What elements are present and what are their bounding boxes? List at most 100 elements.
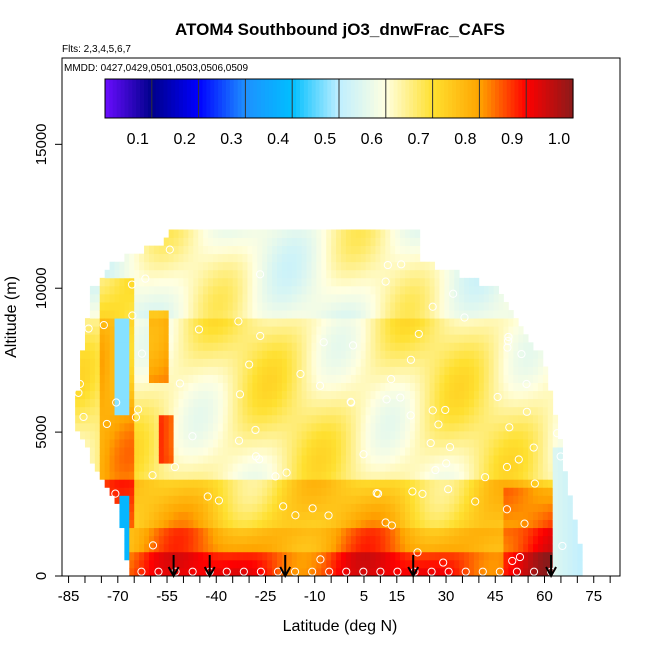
heatmap-cell bbox=[291, 358, 298, 367]
heatmap-cell bbox=[552, 455, 559, 464]
heatmap-cell bbox=[222, 479, 229, 488]
heatmap-cell bbox=[124, 374, 130, 384]
heatmap-cell bbox=[513, 487, 519, 496]
heatmap-cell bbox=[232, 229, 239, 238]
heatmap-cell bbox=[434, 406, 440, 416]
heatmap-cell bbox=[350, 559, 357, 569]
heatmap-cell bbox=[331, 285, 337, 295]
heatmap-cell bbox=[508, 350, 514, 359]
heatmap-cell bbox=[370, 277, 376, 287]
heatmap-cell bbox=[454, 527, 460, 537]
heatmap-cell bbox=[331, 350, 337, 359]
sample-point bbox=[256, 331, 265, 341]
heatmap-cell bbox=[222, 302, 229, 311]
heatmap-cell bbox=[109, 293, 115, 303]
heatmap-cell bbox=[326, 487, 332, 496]
heatmap-cell bbox=[301, 535, 307, 545]
heatmap-cell bbox=[321, 511, 327, 520]
colorbar-cell bbox=[229, 79, 235, 118]
heatmap-cell bbox=[469, 310, 475, 319]
heatmap-cell bbox=[405, 559, 411, 569]
heatmap-cell bbox=[188, 253, 194, 263]
heatmap-cell bbox=[267, 229, 273, 238]
heatmap-cell bbox=[262, 430, 268, 440]
heatmap-cell bbox=[542, 366, 549, 375]
x-tick-label: -85 bbox=[58, 588, 80, 605]
heatmap-cell bbox=[409, 229, 416, 238]
heatmap-cell bbox=[296, 463, 303, 472]
heatmap-cell bbox=[212, 382, 219, 392]
heatmap-cell bbox=[168, 503, 174, 512]
heatmap-cell bbox=[242, 406, 248, 416]
heatmap-cell bbox=[104, 398, 110, 408]
heatmap-cell bbox=[360, 261, 367, 271]
heatmap-cell bbox=[227, 326, 234, 335]
heatmap-cell bbox=[336, 229, 342, 238]
heatmap-cell bbox=[286, 302, 293, 311]
heatmap-cell bbox=[129, 310, 135, 319]
heatmap-cell bbox=[242, 414, 248, 424]
heatmap-cell bbox=[459, 463, 465, 472]
heatmap-cell bbox=[542, 382, 549, 392]
heatmap-cell bbox=[311, 374, 317, 384]
heatmap-cell bbox=[483, 511, 490, 520]
heatmap-cell bbox=[183, 390, 189, 400]
heatmap-cell bbox=[203, 551, 209, 561]
heatmap-cell bbox=[296, 269, 303, 279]
heatmap-cell bbox=[183, 253, 189, 263]
heatmap-cell bbox=[341, 463, 347, 472]
heatmap-cell bbox=[129, 285, 135, 295]
heatmap-cell bbox=[385, 527, 391, 537]
heatmap-cell bbox=[119, 519, 125, 529]
heatmap-cell bbox=[483, 293, 490, 303]
heatmap-cell bbox=[262, 527, 268, 537]
heatmap-cell bbox=[203, 382, 209, 392]
heatmap-cell bbox=[537, 463, 544, 472]
heatmap-cell bbox=[390, 535, 396, 545]
heatmap-cell bbox=[296, 390, 303, 400]
heatmap-cell bbox=[429, 422, 435, 432]
heatmap-cell bbox=[276, 455, 283, 464]
heatmap-cell bbox=[153, 293, 160, 303]
heatmap-cell bbox=[144, 302, 150, 311]
heatmap-cell bbox=[562, 535, 568, 545]
heatmap-cell bbox=[163, 318, 170, 327]
heatmap-cell bbox=[459, 334, 465, 343]
heatmap-cell bbox=[168, 414, 174, 424]
heatmap-cell bbox=[326, 447, 332, 456]
heatmap-cell bbox=[212, 390, 219, 400]
colorbar-cell bbox=[218, 79, 223, 118]
heatmap-cell bbox=[360, 414, 367, 424]
heatmap-cell bbox=[360, 350, 367, 359]
heatmap-cell bbox=[547, 439, 554, 448]
heatmap-cell bbox=[198, 487, 204, 496]
heatmap-cell bbox=[493, 350, 499, 359]
heatmap-cell bbox=[267, 237, 273, 247]
heatmap-cell bbox=[276, 382, 283, 392]
heatmap-cell bbox=[153, 277, 160, 287]
heatmap-cell bbox=[158, 390, 165, 400]
heatmap-cell bbox=[203, 277, 209, 287]
heatmap-cell bbox=[252, 511, 258, 520]
heatmap-cell bbox=[419, 511, 426, 520]
heatmap-cell bbox=[144, 567, 150, 576]
colorbar-cell bbox=[444, 79, 449, 118]
sample-point bbox=[376, 567, 385, 576]
heatmap-cell bbox=[523, 495, 529, 504]
heatmap-cell bbox=[365, 551, 371, 561]
heatmap-cell bbox=[222, 277, 229, 287]
heatmap-cell bbox=[316, 567, 322, 576]
heatmap-cell bbox=[188, 318, 194, 327]
colorbar-cell bbox=[534, 79, 539, 118]
heatmap-cell bbox=[252, 479, 258, 488]
heatmap-cell bbox=[434, 285, 440, 295]
heatmap-cell bbox=[217, 253, 224, 263]
heatmap-cell bbox=[390, 406, 396, 416]
heatmap-cell bbox=[414, 318, 421, 327]
heatmap-cell bbox=[390, 511, 396, 520]
heatmap-cell bbox=[267, 422, 273, 432]
heatmap-cell bbox=[188, 511, 194, 520]
heatmap-cell bbox=[212, 471, 219, 480]
heatmap-cell bbox=[301, 447, 307, 456]
heatmap-cell bbox=[419, 390, 426, 400]
